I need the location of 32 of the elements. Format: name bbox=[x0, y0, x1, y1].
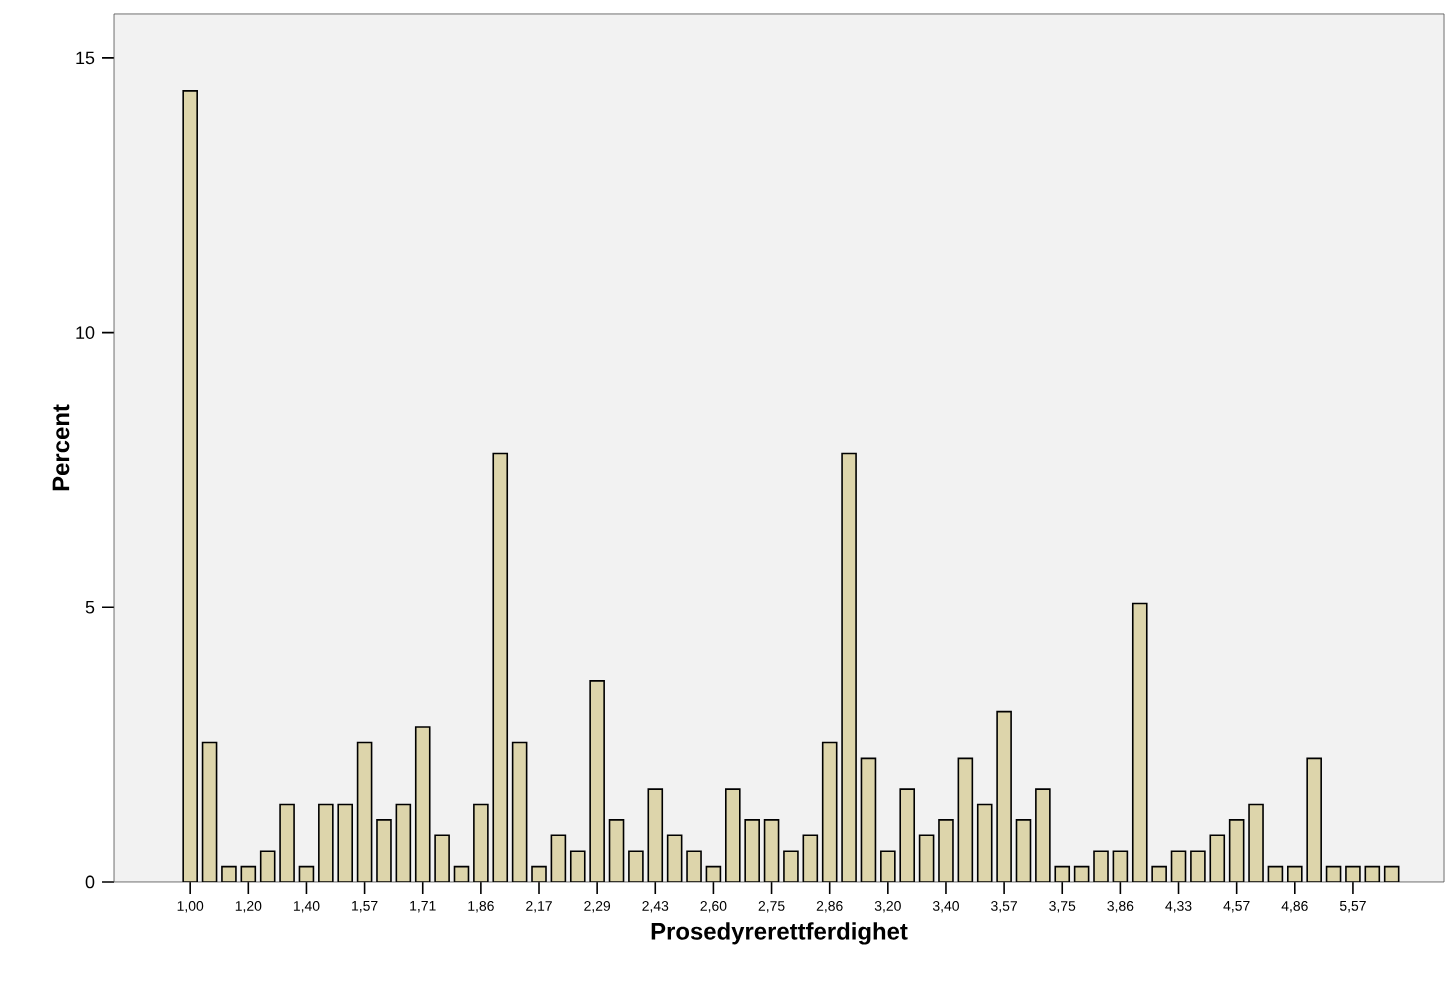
y-tick-label: 15 bbox=[76, 51, 95, 65]
y-tick-label: 10 bbox=[76, 326, 95, 339]
bar bbox=[841, 452, 857, 882]
bar bbox=[453, 865, 470, 882]
bar bbox=[957, 757, 974, 882]
bar bbox=[376, 819, 392, 882]
bar bbox=[783, 850, 799, 882]
bar bbox=[860, 757, 877, 882]
bar bbox=[1364, 865, 1381, 882]
bar bbox=[1073, 865, 1090, 882]
bar bbox=[608, 819, 625, 882]
y-tick-label: 0 bbox=[85, 875, 95, 889]
bar bbox=[550, 834, 567, 882]
y-axis-title: Percent bbox=[52, 404, 70, 491]
bar bbox=[259, 850, 276, 882]
bar bbox=[221, 865, 237, 882]
bar bbox=[1015, 819, 1032, 882]
bar bbox=[1325, 865, 1342, 882]
bar bbox=[395, 803, 412, 882]
bar bbox=[1093, 850, 1109, 882]
bar bbox=[511, 741, 528, 882]
bar bbox=[1248, 803, 1264, 882]
bar bbox=[1267, 865, 1284, 882]
bar bbox=[201, 741, 218, 882]
bar bbox=[1383, 865, 1400, 882]
bar bbox=[666, 834, 683, 882]
x-axis-title: Prosedyrerettferdighet bbox=[651, 922, 908, 945]
bar bbox=[686, 850, 702, 882]
bar bbox=[279, 803, 295, 882]
bar bbox=[802, 834, 819, 882]
y-tick-label: 5 bbox=[85, 601, 95, 614]
bar bbox=[918, 834, 935, 882]
